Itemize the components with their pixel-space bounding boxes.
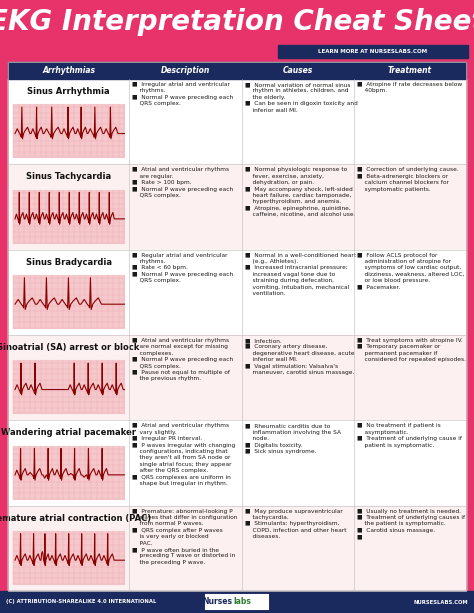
Bar (8, 249, 466, 335)
Text: Sinoatrial (SA) arrest or block: Sinoatrial (SA) arrest or block (0, 343, 140, 352)
Bar (0, 0, 474, 62)
Bar (13, 531, 124, 584)
Text: ■  May produce supraventricular
    tachycardia.
■  Stimulants: hyperthyroidism,: ■ May produce supraventricular tachycard… (245, 509, 346, 539)
Bar (13, 360, 124, 413)
Text: ■  Atropine if rate decreases below
    40bpm.: ■ Atropine if rate decreases below 40bpm… (357, 82, 462, 93)
Bar (8, 79, 466, 164)
Bar (8, 506, 466, 591)
Text: Sinus Arrhythmia: Sinus Arrhythmia (27, 87, 110, 96)
Text: EKG Interpretation Cheat Sheet: EKG Interpretation Cheat Sheet (0, 8, 474, 36)
Bar (13, 446, 124, 498)
Text: ■  Normal physiologic response to
    fever, exercise, anxiety,
    dehydration,: ■ Normal physiologic response to fever, … (245, 167, 355, 217)
Text: labs: labs (233, 598, 251, 606)
Text: ■  Infection.
■  Coronary artery disease,
    degenerative heart disease, acute
: ■ Infection. ■ Coronary artery disease, … (245, 338, 354, 375)
Text: ■  Atrial and ventricular rhythms
    are regular.
■  Rate > 100 bpm.
■  Normal : ■ Atrial and ventricular rhythms are reg… (132, 167, 234, 198)
Text: ■  Regular atrial and ventricular
    rhythms.
■  Rate < 60 bpm.
■  Normal P wav: ■ Regular atrial and ventricular rhythms… (132, 253, 234, 283)
Text: LEARN MORE AT NURSESLABS.COM: LEARN MORE AT NURSESLABS.COM (319, 49, 428, 54)
Text: ■  Correction of underlying cause.
■  Beta-adrenergic blockers or
    calcium ch: ■ Correction of underlying cause. ■ Beta… (357, 167, 458, 191)
Text: ■  Irregular atrial and ventricular
    rhythms.
■  Normal P wave preceding each: ■ Irregular atrial and ventricular rhyth… (132, 82, 234, 106)
Text: Description: Description (161, 66, 210, 75)
Text: ■  Rheumatic carditis due to
    inflammation involving the SA
    node.
■  Digi: ■ Rheumatic carditis due to inflammation… (245, 424, 341, 454)
Bar (8, 62, 466, 79)
Text: Wandering atrial pacemaker: Wandering atrial pacemaker (1, 428, 136, 437)
Text: Sinus Tachycardia: Sinus Tachycardia (26, 172, 111, 181)
Text: ■  Premature: abnormal-looking P
    waves that differ in configuration
    from: ■ Premature: abnormal-looking P waves th… (132, 509, 238, 565)
Text: NURSESLABS.COM: NURSESLABS.COM (413, 600, 468, 604)
Bar (206, 595, 268, 609)
Text: ■  Normal in a well-conditioned heart
    (e.g., Athletes).
■  Increased intracr: ■ Normal in a well-conditioned heart (e.… (245, 253, 356, 296)
Text: (C) ATTRIBUTION-SHAREALIKE 4.0 INTERNATIONAL: (C) ATTRIBUTION-SHAREALIKE 4.0 INTERNATI… (6, 600, 156, 604)
Bar (13, 104, 124, 158)
Bar (278, 45, 468, 58)
Bar (0, 591, 474, 613)
Text: ■  Treat symptoms with atropine IV.
■  Temporary pacemaker or
    permanent pace: ■ Treat symptoms with atropine IV. ■ Tem… (357, 338, 466, 362)
Bar (8, 335, 466, 421)
Bar (8, 62, 466, 591)
Text: Sinus Bradycardia: Sinus Bradycardia (26, 257, 112, 267)
Text: ■  Atrial and ventricular rhythms
    vary slightly.
■  Irregular PR interval.
■: ■ Atrial and ventricular rhythms vary sl… (132, 424, 236, 486)
Text: ■  Usually no treatment is needed.
■  Treatment of underlying causes if
    the : ■ Usually no treatment is needed. ■ Trea… (357, 509, 465, 539)
Bar (13, 275, 124, 328)
Bar (8, 421, 466, 506)
Bar (13, 190, 124, 243)
Text: Treatment: Treatment (388, 66, 432, 75)
Text: ■  No treatment if patient is
    asymptomatic.
■  Treatment of underlying cause: ■ No treatment if patient is asymptomati… (357, 424, 462, 447)
Text: Nurses: Nurses (202, 598, 232, 606)
Text: ■  Normal variation of normal sinus
    rhythm in athletes, children, and
    th: ■ Normal variation of normal sinus rhyth… (245, 82, 357, 113)
Bar (8, 164, 466, 249)
Text: Arrhythmias: Arrhythmias (42, 66, 95, 75)
Text: Causes: Causes (283, 66, 313, 75)
Bar (8, 62, 466, 591)
Text: ■  Atrial and ventricular rhythms
    are normal except for missing
    complexe: ■ Atrial and ventricular rhythms are nor… (132, 338, 234, 381)
Text: ■  Follow ACLS protocol for
    administration of atropine for
    symptoms of l: ■ Follow ACLS protocol for administratio… (357, 253, 465, 290)
Text: Premature atrial contraction (PAC): Premature atrial contraction (PAC) (0, 514, 151, 523)
